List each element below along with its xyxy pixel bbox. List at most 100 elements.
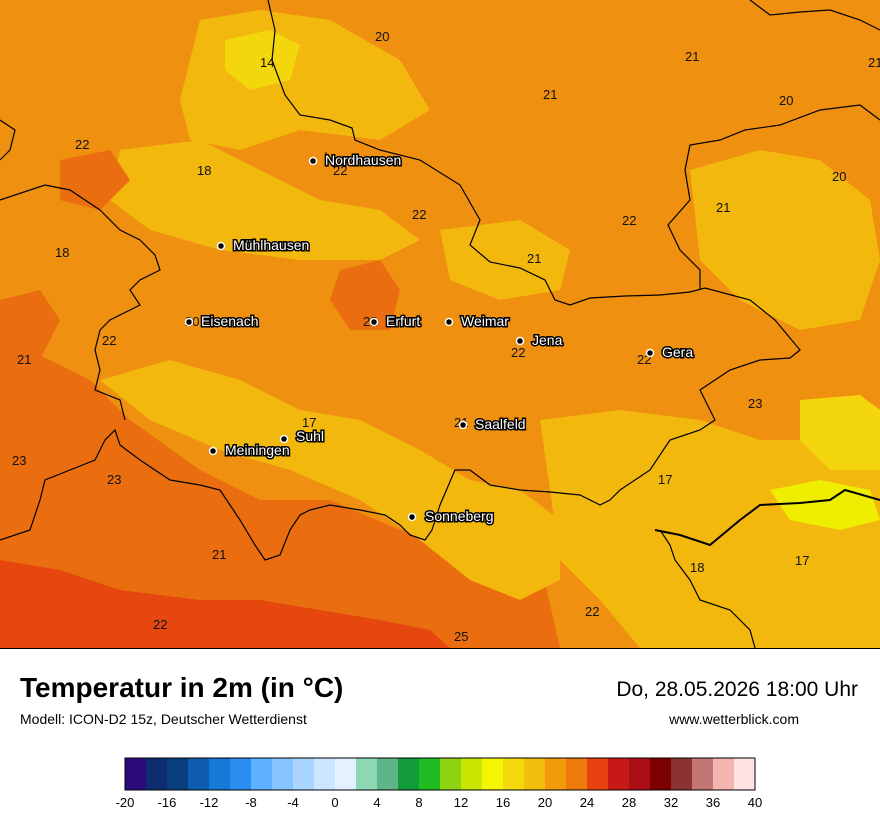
cool-region-northwest	[110, 140, 420, 260]
city-dot	[216, 241, 226, 251]
legend-tick-label: -20	[116, 795, 135, 810]
legend-swatch	[545, 758, 567, 790]
legend-swatch	[524, 758, 546, 790]
legend-swatch	[503, 758, 525, 790]
city-eisenach: Eisenach	[184, 312, 260, 331]
legend-swatch	[419, 758, 441, 790]
value-label: 17	[795, 553, 809, 568]
legend-tick-label: 4	[373, 795, 380, 810]
value-label: 18	[690, 560, 704, 575]
value-label: 20	[832, 169, 846, 184]
city-label: Saalfeld	[475, 416, 526, 432]
legend-swatch	[482, 758, 504, 790]
legend-swatch	[125, 758, 147, 790]
city-label: Jena	[532, 332, 563, 348]
city-label: Sonneberg	[425, 508, 494, 524]
legend-swatch	[650, 758, 672, 790]
legend-swatch	[671, 758, 693, 790]
legend-swatch	[713, 758, 735, 790]
city-label: Weimar	[461, 313, 509, 329]
city-nordhausen: Nordhausen	[308, 151, 403, 170]
cool-region-southeast	[540, 410, 880, 648]
city-dot	[515, 336, 525, 346]
value-label: 25	[454, 629, 468, 644]
value-label: 22	[333, 163, 347, 178]
value-label: 21	[716, 200, 730, 215]
value-label: 23	[12, 453, 26, 468]
city-sonneberg: Sonneberg	[407, 507, 495, 526]
value-label: 23	[107, 472, 121, 487]
city-suhl: Suhl	[279, 427, 326, 446]
model-info: Modell: ICON-D2 15z, Deutscher Wetterdie…	[20, 711, 307, 727]
warm-spot-erfurt	[330, 260, 400, 330]
legend-swatch	[608, 758, 630, 790]
forecast-datetime: Do, 28.05.2026 18:00 Uhr	[616, 678, 858, 701]
city-gera: Gera	[645, 343, 695, 362]
city-dot	[208, 446, 218, 456]
value-labels: 20 14 21 21 20 21 22 18 22 21 20 22 22 2…	[12, 29, 880, 644]
city-meiningen: Meiningen	[208, 441, 291, 460]
legend-swatches	[124, 757, 756, 791]
legend-swatch	[692, 758, 714, 790]
legend-tick-label: 20	[538, 795, 552, 810]
city-dot	[407, 512, 417, 522]
legend-swatch	[209, 758, 231, 790]
legend-tick-label: 28	[622, 795, 636, 810]
legend-tick-label: 16	[496, 795, 510, 810]
value-label: 22	[102, 333, 116, 348]
state-borders	[0, 0, 880, 648]
city-label: Gera	[662, 344, 693, 360]
warm-west-edge	[0, 290, 60, 380]
legend-swatch	[566, 758, 588, 790]
legend-tick-label: 8	[415, 795, 422, 810]
hot-region-southwest	[0, 560, 450, 648]
city-dot	[279, 434, 289, 444]
legend-tick-label: 36	[706, 795, 720, 810]
legend-swatch	[167, 758, 189, 790]
legend-swatch	[461, 758, 483, 790]
value-label: 21	[17, 352, 31, 367]
legend-swatch	[335, 758, 357, 790]
value-label: 20	[375, 29, 389, 44]
legend-ticks: -20 -16 -12 -8 -4 0 4 8 12 16 20 24 28 32 36 40	[116, 795, 763, 810]
city-label: Nordhausen	[325, 152, 401, 168]
city-dot	[369, 317, 379, 327]
legend-swatch	[398, 758, 420, 790]
legend-swatch	[314, 758, 336, 790]
value-label: 22	[585, 604, 599, 619]
legend-swatch	[230, 758, 252, 790]
legend-swatch	[272, 758, 294, 790]
value-label: 21	[543, 87, 557, 102]
website-link[interactable]: www.wetterblick.com	[669, 711, 799, 727]
value-label: 18	[55, 245, 69, 260]
value-label: 21	[685, 49, 699, 64]
legend-swatch	[587, 758, 609, 790]
legend-swatch	[734, 758, 756, 790]
value-label: 20	[779, 93, 793, 108]
legend-tick-label: 40	[748, 795, 762, 810]
color-legend: -20 -16 -12 -8 -4 0 4 8 12 16 20 24 28 32 36 40	[116, 757, 763, 810]
country-border	[654, 488, 880, 547]
legend-border	[124, 757, 756, 791]
cool-spot-east	[800, 395, 880, 470]
legend-swatch	[251, 758, 273, 790]
city-dot	[184, 317, 194, 327]
legend-tick-label: 0	[331, 795, 338, 810]
value-label: 22	[75, 137, 89, 152]
cold-spot-harz	[225, 30, 300, 90]
city-dot	[444, 317, 454, 327]
value-label: 22	[153, 617, 167, 632]
legend-swatch	[440, 758, 462, 790]
city-erfurt: Erfurt	[369, 312, 422, 331]
legend-swatch	[293, 758, 315, 790]
value-label: 22	[622, 213, 636, 228]
value-label: 22	[511, 345, 525, 360]
value-label: 14	[260, 55, 274, 70]
temperature-map: 20 14 21 21 20 21 22 18 22 21 20 22 22 2…	[0, 0, 880, 649]
legend-tick-label: -12	[200, 795, 219, 810]
legend-swatch	[377, 758, 399, 790]
city-label: Mühlhausen	[233, 237, 309, 253]
legend-swatch	[188, 758, 210, 790]
city-label: Eisenach	[201, 313, 259, 329]
cool-region-thuringian-forest	[100, 360, 560, 600]
